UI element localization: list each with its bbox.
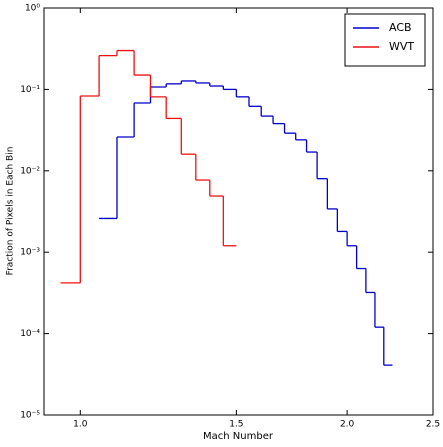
x-tick-label: 1.5	[229, 420, 243, 430]
legend-box	[344, 13, 426, 67]
y-tick-label: 10⁻³	[20, 248, 40, 258]
y-tick-label: 10⁻¹	[20, 85, 40, 95]
y-tick-label: 10⁻⁵	[20, 411, 40, 421]
legend-label: ACB	[389, 21, 412, 34]
y-tick-label: 10⁻⁴	[20, 329, 40, 339]
legend-label: WVT	[389, 40, 414, 53]
x-tick-label: 2.5	[426, 420, 440, 430]
y-tick-label: 10⁰	[25, 4, 40, 14]
y-axis-label: Fraction of Pixels in Each Bin	[6, 147, 16, 276]
x-tick-label: 1.0	[73, 420, 88, 430]
x-axis-label: Mach Number	[203, 431, 274, 442]
y-tick-label: 10⁻²	[20, 166, 40, 176]
x-tick-label: 2.0	[340, 420, 355, 430]
plot-frame	[43, 7, 434, 416]
